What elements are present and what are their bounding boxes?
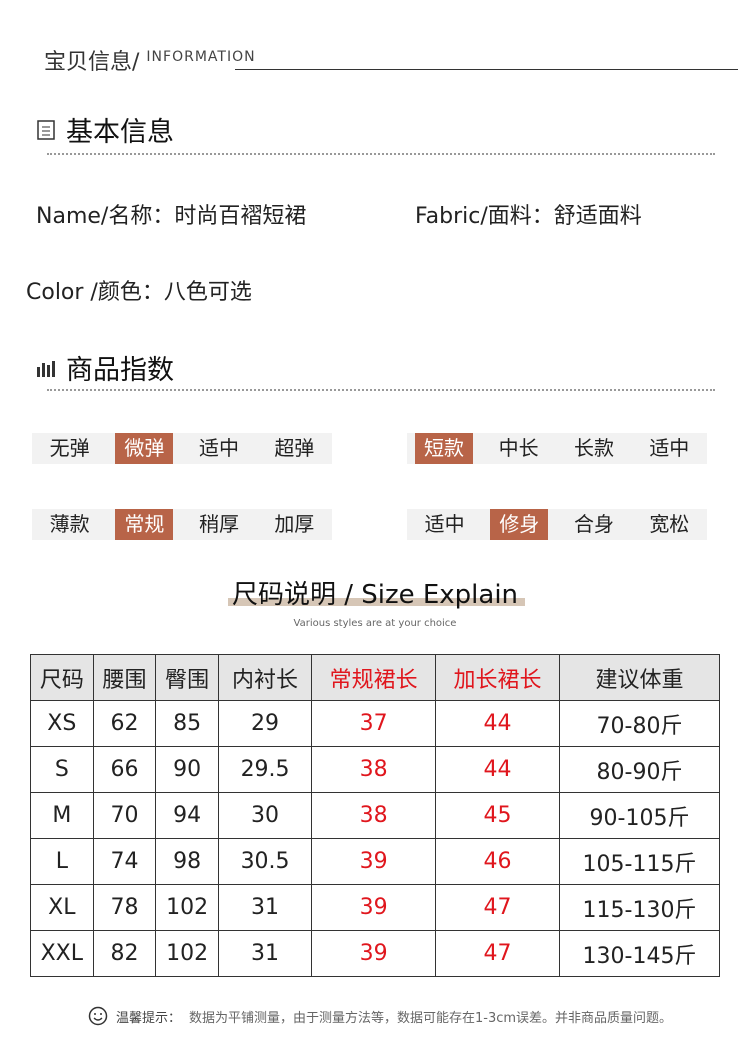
table-cell: 47 bbox=[435, 930, 560, 977]
size-table: 尺码 腰围 臀围 内衬长 常规裙长 加长裙长 建议体重 XS 62 85 29 37 44 70-80斤 S… bbox=[30, 654, 721, 977]
table-cell: 45 bbox=[435, 792, 560, 839]
column-header: 尺码 bbox=[30, 654, 94, 701]
table-cell: 29.5 bbox=[217, 746, 313, 793]
table-cell: L bbox=[30, 838, 94, 885]
index-option: 中长 bbox=[498, 436, 539, 460]
index-group: 薄款 常规 稍厚 加厚 bbox=[32, 509, 332, 540]
table-row: L 74 98 30.5 39 46 105-115斤 bbox=[30, 838, 721, 885]
index-option: 适中 bbox=[649, 436, 690, 460]
index-option: 适中 bbox=[198, 436, 239, 460]
index-option: 宽松 bbox=[649, 512, 690, 536]
table-cell: XS bbox=[30, 700, 94, 747]
table-cell: 46 bbox=[435, 838, 560, 885]
bar-chart-icon bbox=[37, 360, 55, 377]
table-cell: 31 bbox=[217, 930, 313, 977]
divider bbox=[235, 69, 738, 70]
dotted-divider bbox=[47, 153, 715, 155]
table-cell: 70-80斤 bbox=[558, 700, 721, 747]
table-cell: 82 bbox=[92, 930, 157, 977]
table-cell: 29 bbox=[217, 700, 313, 747]
table-cell: 39 bbox=[311, 838, 437, 885]
fabric-field: Fabric/面料：舒适面料 bbox=[415, 204, 642, 229]
table-cell: 47 bbox=[435, 884, 560, 931]
table-cell: 62 bbox=[92, 700, 157, 747]
table-cell: 102 bbox=[155, 884, 219, 931]
section-header: 宝贝信息/ INFORMATION bbox=[44, 44, 256, 76]
size-subtitle: Various styles are at your choice bbox=[293, 618, 457, 629]
column-header: 常规裙长 bbox=[311, 654, 437, 701]
table-cell: 44 bbox=[435, 700, 560, 747]
header-subtitle: INFORMATION bbox=[146, 49, 256, 65]
table-cell: S bbox=[30, 746, 94, 793]
name-field: Name/名称：时尚百褶短裙 bbox=[36, 204, 307, 229]
table-cell: 37 bbox=[311, 700, 437, 747]
index-option: 适中 bbox=[424, 512, 465, 536]
basic-info-heading: 基本信息 bbox=[36, 110, 174, 149]
table-row: M 70 94 30 38 45 90-105斤 bbox=[30, 792, 721, 839]
table-cell: 80-90斤 bbox=[558, 746, 721, 793]
table-cell: 94 bbox=[155, 792, 219, 839]
table-cell: 66 bbox=[92, 746, 157, 793]
table-cell: 44 bbox=[435, 746, 560, 793]
table-cell: 74 bbox=[92, 838, 157, 885]
dotted-divider bbox=[47, 389, 715, 391]
table-row: XL 78 102 31 39 47 115-130斤 bbox=[30, 884, 721, 931]
size-title: 尺码说明 / Size Explain bbox=[231, 580, 519, 610]
index-option: 常规 bbox=[115, 509, 174, 540]
table-cell: 30 bbox=[217, 792, 313, 839]
table-cell: 90-105斤 bbox=[558, 792, 721, 839]
column-header: 建议体重 bbox=[558, 654, 721, 701]
index-option: 修身 bbox=[490, 509, 549, 540]
table-cell: 30.5 bbox=[217, 838, 313, 885]
index-option: 无弹 bbox=[49, 436, 90, 460]
table-row: XS 62 85 29 37 44 70-80斤 bbox=[30, 700, 721, 747]
table-cell: 78 bbox=[92, 884, 157, 931]
column-header: 内衬长 bbox=[217, 654, 313, 701]
basic-info-title: 基本信息 bbox=[66, 117, 174, 148]
index-option: 稍厚 bbox=[198, 512, 239, 536]
index-group: 适中 修身 合身 宽松 bbox=[407, 509, 707, 540]
header-title: 宝贝信息/ bbox=[44, 50, 140, 75]
table-cell: 38 bbox=[311, 792, 437, 839]
table-cell: 70 bbox=[92, 792, 157, 839]
table-row: S 66 90 29.5 38 44 80-90斤 bbox=[30, 746, 721, 793]
table-cell: 90 bbox=[155, 746, 219, 793]
index-option: 合身 bbox=[573, 512, 614, 536]
index-group: 无弹 微弹 适中 超弹 bbox=[32, 433, 332, 464]
index-option: 长款 bbox=[573, 436, 614, 460]
index-heading: 商品指数 bbox=[36, 348, 174, 387]
footer-note: 温馨提示： 数据为平铺测量，由于测量方法等，数据可能存在1-3cm误差。并非商品质… bbox=[88, 1006, 672, 1026]
table-cell: 39 bbox=[311, 884, 437, 931]
column-header: 加长裙长 bbox=[435, 654, 560, 701]
table-cell: 85 bbox=[155, 700, 219, 747]
index-group: 短款 中长 长款 适中 bbox=[407, 433, 707, 464]
table-cell: 98 bbox=[155, 838, 219, 885]
index-option: 加厚 bbox=[274, 512, 315, 536]
table-cell: 105-115斤 bbox=[558, 838, 721, 885]
table-cell: 115-130斤 bbox=[558, 884, 721, 931]
table-row: XXL 82 102 31 39 47 130-145斤 bbox=[30, 930, 721, 977]
table-cell: XL bbox=[30, 884, 94, 931]
color-field: Color /颜色：八色可选 bbox=[26, 280, 252, 305]
column-header: 腰围 bbox=[92, 654, 157, 701]
table-cell: 38 bbox=[311, 746, 437, 793]
table-cell: 39 bbox=[311, 930, 437, 977]
index-title: 商品指数 bbox=[66, 355, 174, 386]
index-option: 薄款 bbox=[49, 512, 90, 536]
table-cell: XXL bbox=[30, 930, 94, 977]
index-option: 短款 bbox=[415, 433, 473, 464]
document-icon bbox=[37, 119, 55, 140]
table-cell: M bbox=[30, 792, 94, 839]
table-cell: 130-145斤 bbox=[558, 930, 721, 977]
smiley-icon bbox=[88, 1006, 108, 1026]
table-cell: 31 bbox=[217, 884, 313, 931]
table-cell: 102 bbox=[155, 930, 219, 977]
column-header: 臀围 bbox=[155, 654, 219, 701]
index-option: 微弹 bbox=[115, 433, 174, 464]
index-option: 超弹 bbox=[274, 436, 315, 460]
